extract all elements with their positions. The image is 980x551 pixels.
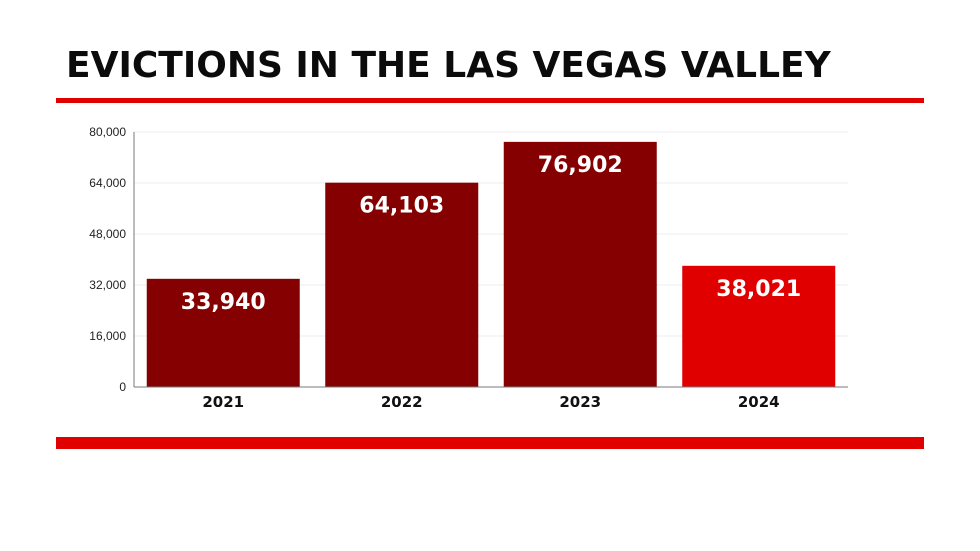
x-tick-label-2022: 2022 (381, 393, 423, 411)
bar-2024 (682, 265, 836, 387)
y-tick-label: 0 (119, 380, 126, 394)
value-label-2021: 33,940 (181, 290, 266, 315)
y-tick-label: 32,000 (89, 278, 126, 292)
y-tick-label: 64,000 (89, 176, 126, 190)
value-label-2024: 38,021 (716, 277, 801, 302)
y-tick-label: 48,000 (89, 227, 126, 241)
bar-2022 (325, 182, 479, 387)
bar-2023 (503, 141, 657, 387)
x-tick-label-2021: 2021 (202, 393, 244, 411)
x-tick-label-2024: 2024 (738, 393, 780, 411)
y-tick-label: 16,000 (89, 329, 126, 343)
title-underline-rule (56, 98, 924, 103)
chart-title: EVICTIONS IN THE LAS VEGAS VALLEY (66, 45, 831, 86)
value-label-2022: 64,103 (359, 194, 444, 219)
y-tick-label: 80,000 (89, 125, 126, 139)
value-label-2023: 76,902 (538, 153, 623, 178)
bar-2021 (146, 278, 300, 387)
bottom-rule (56, 437, 924, 449)
x-tick-label-2023: 2023 (559, 393, 601, 411)
